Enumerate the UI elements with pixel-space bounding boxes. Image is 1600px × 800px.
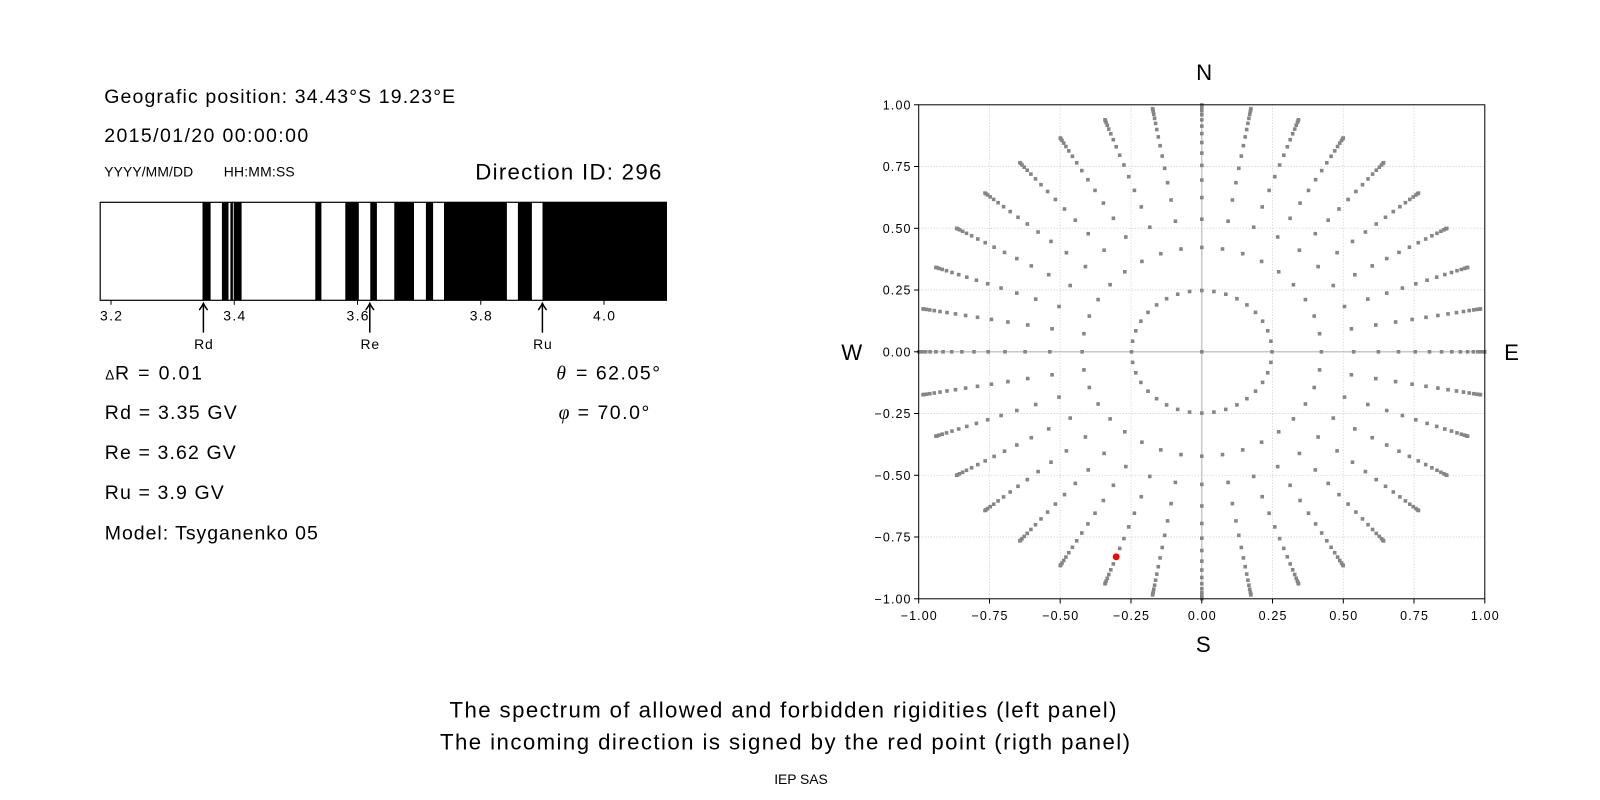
svg-text:1.00: 1.00 [883, 98, 911, 112]
svg-text:Δ: Δ [105, 368, 114, 383]
svg-text:0.50: 0.50 [1329, 609, 1357, 623]
svg-text:φ: φ [559, 403, 570, 424]
svg-text:Rd: Rd [194, 336, 213, 352]
svg-text:0.25: 0.25 [1259, 609, 1287, 623]
svg-text:The incoming direction is sign: The incoming direction is signed by the … [440, 729, 1130, 754]
svg-text:3.2: 3.2 [100, 307, 122, 323]
svg-text:0.00: 0.00 [1188, 609, 1216, 623]
svg-text:4.0: 4.0 [593, 307, 615, 323]
svg-text:Re = 3.62 GV: Re = 3.62 GV [105, 442, 236, 464]
svg-text:Re: Re [361, 336, 380, 352]
svg-text:θ: θ [556, 364, 566, 385]
svg-text:Ru = 3.9 GV: Ru = 3.9 GV [105, 482, 224, 504]
svg-text:0.00: 0.00 [883, 345, 911, 359]
svg-text:−0.25: −0.25 [875, 407, 911, 421]
svg-text:−0.25: −0.25 [1113, 609, 1149, 623]
svg-text:0.75: 0.75 [1400, 609, 1428, 623]
svg-text:−0.75: −0.75 [972, 609, 1008, 623]
svg-text:0.75: 0.75 [883, 160, 911, 174]
svg-text:Ru: Ru [533, 336, 552, 352]
svg-text:−0.75: −0.75 [875, 531, 911, 545]
svg-text:W: W [841, 340, 862, 365]
svg-text:3.6: 3.6 [347, 307, 369, 323]
svg-text:Rd = 3.35 GV: Rd = 3.35 GV [105, 402, 237, 424]
svg-text:2015/01/20 00:00:00: 2015/01/20 00:00:00 [104, 125, 308, 147]
svg-text:3.4: 3.4 [223, 307, 245, 323]
svg-text:The spectrum of allowed and fo: The spectrum of allowed and forbidden ri… [450, 697, 1117, 722]
svg-text:Direction ID: 296: Direction ID: 296 [475, 160, 661, 185]
svg-text:Geografic position: 34.43°S 19: Geografic position: 34.43°S 19.23°E [104, 86, 455, 108]
svg-text:−1.00: −1.00 [901, 609, 937, 623]
svg-text:0.50: 0.50 [883, 222, 911, 236]
svg-text:S: S [1196, 632, 1211, 657]
svg-text:E: E [1504, 340, 1519, 365]
svg-text:−1.00: −1.00 [875, 592, 911, 606]
svg-text:0.25: 0.25 [883, 284, 911, 298]
svg-text:IEP SAS: IEP SAS [774, 771, 828, 787]
svg-text:YYYY/MM/DD: YYYY/MM/DD [104, 164, 193, 180]
svg-text:N: N [1196, 60, 1212, 85]
svg-text:−0.50: −0.50 [875, 469, 911, 483]
svg-text:R = 0.01: R = 0.01 [115, 363, 202, 385]
svg-text:= 70.0°: = 70.0° [578, 402, 650, 424]
svg-text:1.00: 1.00 [1471, 609, 1499, 623]
svg-text:3.8: 3.8 [470, 307, 492, 323]
svg-text:= 62.05°: = 62.05° [576, 363, 660, 385]
svg-text:HH:MM:SS: HH:MM:SS [224, 164, 295, 180]
svg-text:−0.50: −0.50 [1042, 609, 1078, 623]
svg-text:Model: Tsyganenko 05: Model: Tsyganenko 05 [105, 523, 318, 545]
